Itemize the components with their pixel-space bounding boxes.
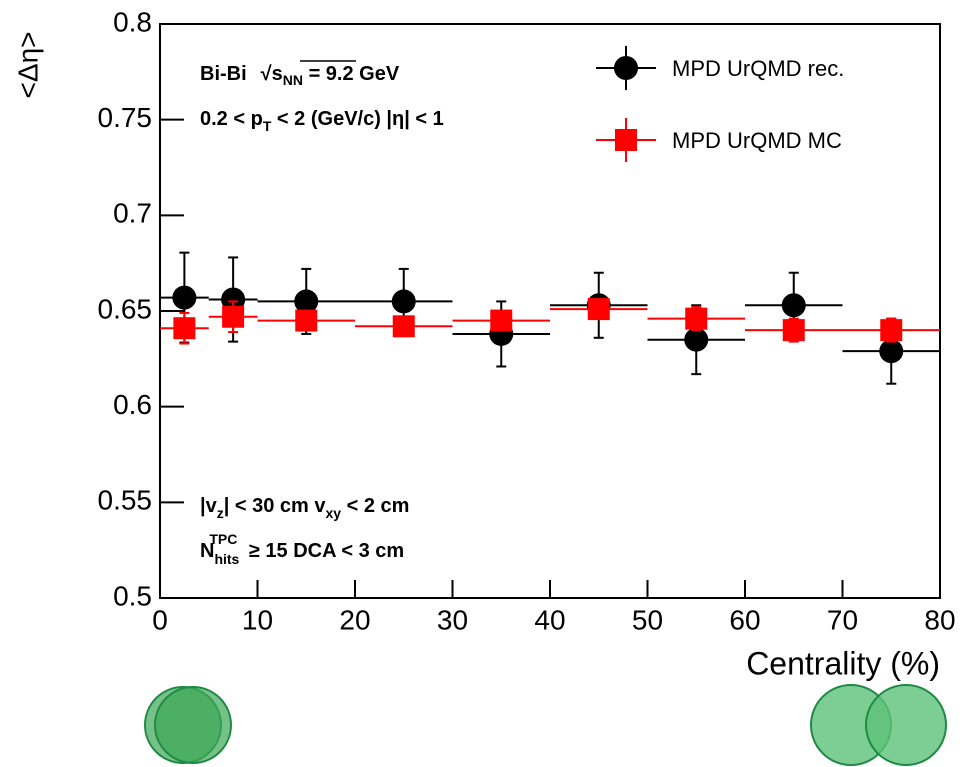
- data-point: [172, 285, 197, 310]
- legend-label: MPD UrQMD MC: [672, 128, 842, 153]
- x-tick-label: 80: [924, 604, 955, 635]
- data-point: [295, 309, 318, 332]
- annotation: NhitsTPC ≥ 15 DCA < 3 cm: [200, 531, 404, 567]
- data-point: [294, 289, 319, 314]
- data-point: [173, 317, 196, 340]
- legend-marker: [615, 129, 637, 151]
- data-point: [391, 289, 416, 314]
- y-tick-label: 0.75: [98, 102, 153, 133]
- data-point: [782, 319, 805, 342]
- data-point: [684, 327, 709, 352]
- data-point: [392, 315, 415, 338]
- y-tick-label: 0.5: [113, 580, 152, 611]
- x-tick-label: 60: [729, 604, 760, 635]
- y-tick-label: 0.8: [113, 6, 152, 37]
- legend-label: MPD UrQMD rec.: [672, 56, 844, 81]
- data-point: [490, 309, 513, 332]
- decor-circle: [865, 684, 947, 766]
- data-point: [587, 298, 610, 321]
- x-tick-label: 70: [827, 604, 858, 635]
- y-tick-label: 0.65: [98, 293, 153, 324]
- data-point: [880, 319, 903, 342]
- y-tick-label: 0.7: [113, 198, 152, 229]
- data-point: [879, 339, 904, 364]
- x-tick-label: 10: [242, 604, 273, 635]
- x-tick-label: 40: [534, 604, 565, 635]
- y-axis-label: <Δη>: [12, 32, 43, 99]
- legend-marker: [614, 56, 638, 80]
- data-point: [685, 307, 708, 330]
- annotation: Bi-Bi √sNN = 9.2 GeV: [200, 63, 400, 87]
- x-tick-label: 30: [437, 604, 468, 635]
- data-point: [781, 293, 806, 318]
- annotation: 0.2 < pT < 2 (GeV/c) |η| < 1: [200, 108, 444, 133]
- x-axis-label: Centrality (%): [746, 645, 940, 681]
- data-point: [222, 305, 245, 328]
- y-tick-label: 0.6: [113, 389, 152, 420]
- x-tick-label: 0: [152, 604, 168, 635]
- y-tick-label: 0.55: [98, 485, 153, 516]
- decor-circle: [154, 686, 232, 764]
- x-tick-label: 20: [339, 604, 370, 635]
- x-tick-label: 50: [632, 604, 663, 635]
- data-point: [221, 287, 246, 312]
- annotation: |vz| < 30 cm vxy < 2 cm: [200, 495, 409, 520]
